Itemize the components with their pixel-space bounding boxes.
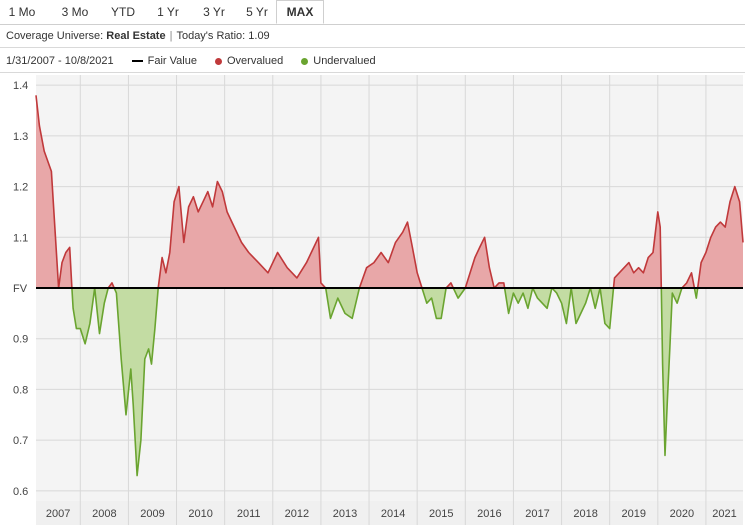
legend-fair-value: Fair Value	[131, 55, 197, 67]
coverage-prefix: Coverage Universe:	[6, 30, 104, 42]
overvalued-line	[445, 282, 455, 289]
x-tick-label: 2009	[140, 508, 164, 520]
overvalued-line	[157, 180, 327, 289]
overvalued-area	[697, 186, 743, 288]
overvalued-area	[359, 222, 422, 288]
x-tick-label: 2018	[573, 508, 597, 520]
undervalued-area	[590, 288, 601, 309]
x-tick-label: 2013	[333, 508, 357, 520]
x-tick-label: 2019	[622, 508, 646, 520]
x-tick-label: 2015	[429, 508, 453, 520]
overvalued-swatch	[214, 57, 222, 65]
tab-max[interactable]: MAX	[276, 0, 324, 24]
tab-1-mo[interactable]: 1 Mo	[8, 5, 36, 19]
undervalued-line	[531, 287, 553, 310]
x-tick-label: 2020	[670, 508, 694, 520]
x-tick-label: 2007	[46, 508, 70, 520]
x-tick-label: 2008	[92, 508, 116, 520]
overvalued-area	[36, 95, 72, 288]
undervalued-line	[421, 287, 447, 320]
overvalued-line	[464, 236, 506, 289]
legend-undervalued: Undervalued	[301, 55, 376, 67]
undervalued-area	[532, 288, 552, 309]
fair-value-swatch	[131, 60, 143, 62]
divider	[0, 47, 745, 48]
x-tick-label: 2016	[477, 508, 501, 520]
valuation-chart: 2007 2008 2009 2010 2011 2012 2013 2014 2015 2016…	[13, 75, 744, 525]
tab-1-yr[interactable]: 1 Yr	[157, 5, 179, 19]
coverage-sector: Real Estate	[106, 30, 166, 42]
overvalued-line	[681, 272, 696, 289]
undervalued-area	[453, 288, 466, 299]
undervalued-area	[571, 288, 591, 324]
y-tick-label: 1.2	[13, 182, 28, 194]
tab-5-yr[interactable]: 5 Yr	[246, 5, 268, 19]
undervalued-area	[325, 288, 360, 319]
x-tick-label: 2014	[381, 508, 405, 520]
undervalued-line	[693, 287, 699, 299]
divider	[0, 72, 745, 73]
overvalued-area	[465, 237, 505, 288]
legend-overvalued: Overvalued	[214, 55, 283, 67]
x-tick-label: 2010	[188, 508, 212, 520]
undervalued-line	[551, 287, 572, 325]
undervalued-area	[551, 288, 572, 324]
y-tick-label: 0.9	[13, 334, 28, 346]
overvalued-line	[612, 211, 663, 289]
undervalued-area	[71, 288, 95, 344]
y-tick-label: 0.7	[13, 435, 28, 447]
x-tick-label: 2012	[285, 508, 309, 520]
ratio-label: Today's Ratio:	[176, 30, 246, 42]
overvalued-line	[107, 282, 115, 289]
y-tick-label: 1.1	[13, 232, 28, 244]
undervalued-line	[452, 287, 466, 299]
undervalued-line	[660, 287, 683, 457]
x-tick-label: 2021	[712, 508, 736, 520]
overvalued-area	[613, 211, 662, 288]
undervalued-line	[599, 287, 615, 330]
undervalued-line	[71, 287, 96, 345]
tab-3-yr[interactable]: 3 Yr	[203, 5, 225, 19]
legend: 1/31/2007 - 10/8/2021 Fair Value Overval…	[6, 55, 376, 67]
y-tick-label: 0.6	[13, 486, 28, 498]
x-axis-band	[36, 501, 743, 525]
y-tick-label: FV	[13, 283, 28, 295]
undervalued-line	[93, 287, 109, 335]
y-tick-label: 1.3	[13, 131, 28, 143]
undervalued-line	[324, 287, 361, 320]
undervalued-area	[114, 288, 159, 476]
y-tick-label: 0.8	[13, 384, 28, 396]
x-tick-label: 2011	[237, 508, 261, 520]
undervalued-area	[422, 288, 447, 319]
ratio-value: 1.09	[248, 30, 270, 42]
x-tick-label: 2017	[525, 508, 549, 520]
overvalued-line	[696, 185, 744, 289]
tab-ytd[interactable]: YTD	[111, 5, 135, 19]
undervalued-line	[503, 287, 534, 315]
overvalued-line	[358, 221, 423, 289]
undervalued-line	[113, 287, 159, 477]
time-range-tabs: 1 Mo 3 Mo YTD 1 Yr 3 Yr 5 Yr MAX	[0, 0, 745, 25]
y-tick-label: 1.4	[13, 80, 28, 92]
undervalued-swatch	[301, 57, 309, 65]
undervalued-line	[570, 287, 592, 325]
undervalued-line	[589, 287, 601, 310]
coverage-info: Coverage Universe: Real Estate | Today's R…	[6, 30, 270, 42]
tab-3-mo[interactable]: 3 Mo	[61, 5, 89, 19]
date-range: 1/31/2007 - 10/8/2021	[6, 55, 114, 67]
